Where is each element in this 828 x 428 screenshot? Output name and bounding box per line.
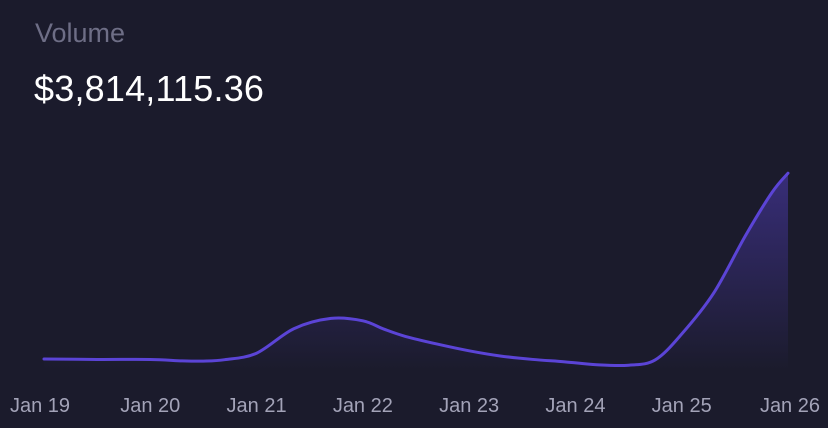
area-fill	[44, 173, 788, 370]
x-tick-label: Jan 26	[760, 395, 820, 417]
series-line	[42, 171, 790, 368]
x-tick-label: Jan 21	[227, 395, 287, 417]
volume-label: Volume	[35, 18, 126, 48]
x-axis-ticks: Jan 19 Jan 20 Jan 21 Jan 22 Jan 23 Jan 24 Jan …	[10, 395, 820, 417]
x-tick-label: Jan 19	[10, 395, 70, 417]
x-tick-label: Jan 23	[439, 395, 499, 417]
x-tick-label: Jan 25	[652, 395, 712, 417]
x-tick-label: Jan 20	[120, 395, 180, 417]
x-tick-label: Jan 22	[333, 395, 393, 417]
x-tick-label: Jan 24	[545, 395, 605, 417]
volume-value: $3,814,115.36	[34, 68, 265, 109]
